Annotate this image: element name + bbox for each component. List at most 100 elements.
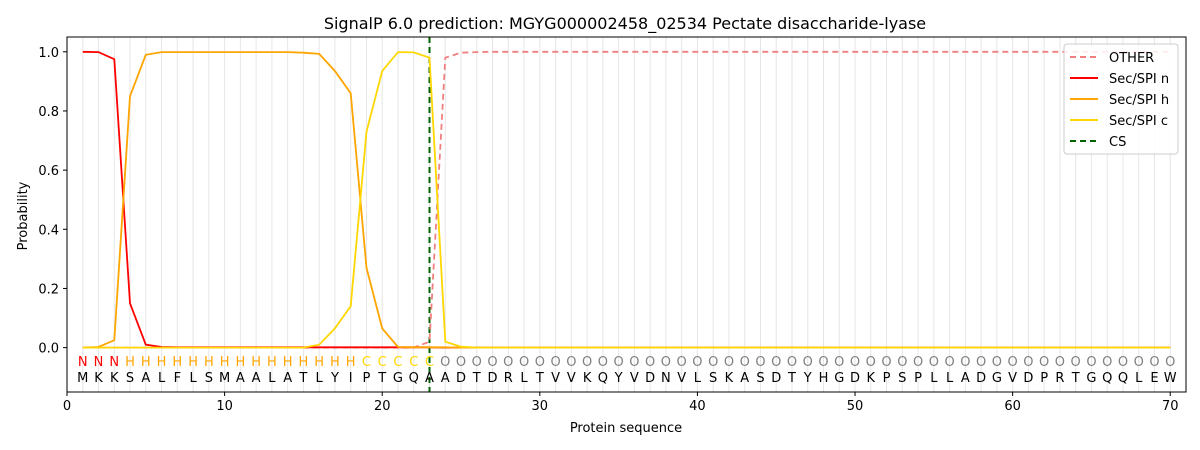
grid-lines [82,37,1171,392]
residue-letter: L [520,371,528,386]
region-label: O [677,355,687,370]
region-label: C [425,355,434,370]
residue-letter: P [1040,371,1048,386]
legend-label: Sec/SPI h [1109,93,1169,108]
region-label: O [1086,355,1096,370]
region-label: H [299,355,309,370]
region-label: O [929,355,939,370]
residue-letter: L [158,371,166,386]
plot-frame [66,36,1187,393]
region-label: O [944,355,954,370]
residue-letter: D [645,371,655,386]
residue-letter: L [316,371,324,386]
region-label: O [1134,355,1144,370]
region-label: O [976,355,986,370]
legend-label: OTHER [1109,51,1154,66]
y-tick-label: 1.0 [38,46,59,61]
region-label: O [487,355,497,370]
residue-letter: N [661,371,671,386]
region-label: O [645,355,655,370]
region-label: O [456,355,466,370]
region-label: H [141,355,151,370]
region-label: O [708,355,718,370]
region-label: O [787,355,797,370]
residue-letter: G [1086,371,1096,386]
region-label: H [330,355,340,370]
region-label: O [724,355,734,370]
region-label: O [866,355,876,370]
residue-letter: T [1071,371,1080,386]
residue-letter: Q [409,371,419,386]
residue-letter: A [441,371,450,386]
x-tick-label: 30 [532,399,549,414]
region-label: O [897,355,907,370]
legend-label: Sec/SPI n [1109,72,1169,87]
region-label: O [1055,355,1065,370]
region-label: H [267,355,277,370]
residue-letter: T [298,371,307,386]
region-label: N [78,355,88,370]
sequence-annotations: NMNKNKHSHAHLHFHLHSHMHAHAHLHAHTHLHYHICPCT… [77,355,1177,386]
series-line-sec-spi-h [82,51,1171,349]
residue-letter: Y [614,371,623,386]
residue-letter: S [205,371,213,386]
legend-box [1063,43,1179,155]
region-label: O [566,355,576,370]
residue-letter: L [930,371,938,386]
residue-letter: D [488,371,498,386]
residue-letter: V [551,371,560,386]
region-label: O [629,355,639,370]
chart-title: SignalP 6.0 prediction: MGYG000002458_02… [324,14,926,34]
series-line-sec-spi-c [82,51,1171,349]
region-label: O [755,355,765,370]
region-label: H [220,355,230,370]
legend-label: Sec/SPI c [1109,114,1168,129]
residue-letter: L [268,371,276,386]
region-label: H [346,355,356,370]
residue-letter: A [961,371,970,386]
x-tick-label: 20 [374,399,391,414]
region-label: O [913,355,923,370]
residue-letter: D [1023,371,1033,386]
residue-letter: T [535,371,544,386]
region-label: O [550,355,560,370]
residue-letter: D [850,371,860,386]
y-axis-label: Probability [16,181,31,250]
legend-label: CS [1109,135,1126,150]
residue-letter: P [363,371,371,386]
region-label: H [188,355,198,370]
residue-letter: D [976,371,986,386]
region-label: O [440,355,450,370]
residue-letter: R [1055,371,1064,386]
region-label: O [1149,355,1159,370]
x-tick-label: 50 [847,399,864,414]
residue-letter: V [630,371,639,386]
residue-letter: T [377,371,386,386]
series-line-other [82,50,1171,349]
series-lines [82,37,1171,392]
residue-letter: I [349,371,353,386]
residue-letter: E [1150,371,1158,386]
x-tick-label: 0 [63,399,71,414]
region-label: H [125,355,135,370]
legend: OTHER Sec/SPI n Sec/SPI h Sec/SPI c CS [1063,43,1179,155]
residue-letter: Q [1118,371,1128,386]
residue-letter: Y [330,371,339,386]
residue-letter: L [189,371,197,386]
region-label: O [503,355,513,370]
residue-letter: K [94,371,103,386]
residue-letter: L [1135,371,1143,386]
residue-letter: A [425,371,434,386]
x-axis-label: Protein sequence [570,421,682,436]
residue-letter: L [694,371,702,386]
region-label: H [235,355,245,370]
residue-letter: A [283,371,292,386]
region-label: N [109,355,119,370]
residue-letter: Y [803,371,812,386]
residue-letter: G [992,371,1002,386]
region-label: O [818,355,828,370]
residue-letter: S [898,371,906,386]
region-label: H [251,355,261,370]
region-label: O [740,355,750,370]
